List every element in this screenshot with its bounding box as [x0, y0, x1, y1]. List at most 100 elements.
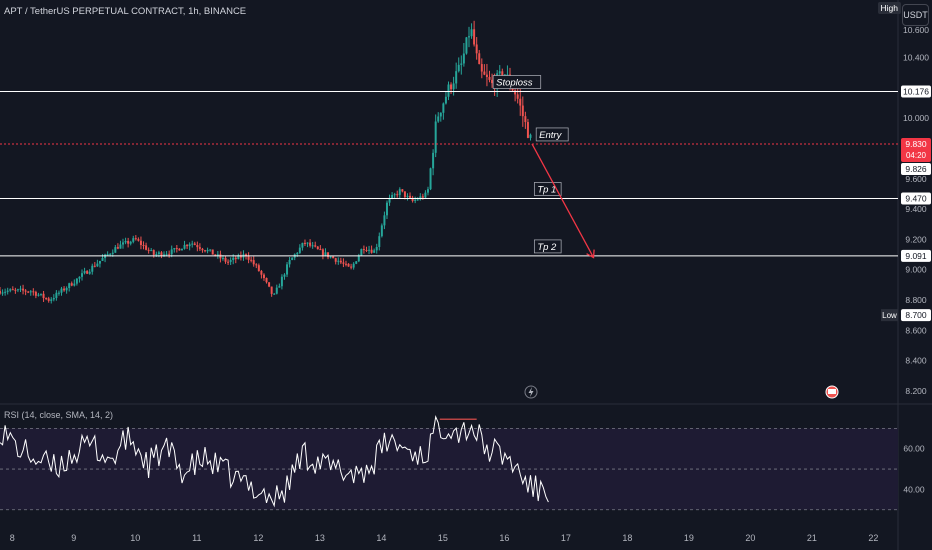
candle-body	[63, 288, 66, 291]
candle-body	[1, 292, 4, 294]
candle-body	[352, 263, 355, 268]
candle-body	[288, 259, 291, 265]
candle-body	[180, 248, 183, 251]
candle-body	[409, 195, 412, 198]
candle-body	[55, 292, 58, 299]
candle-body	[429, 168, 432, 190]
candle-body	[227, 261, 230, 263]
candle-body	[380, 225, 383, 237]
candle-body	[0, 290, 1, 294]
candle-body	[234, 257, 237, 260]
candle-body	[347, 263, 350, 267]
candle-body	[170, 249, 173, 255]
flag-icon-flag	[828, 389, 836, 394]
candle-body	[473, 29, 476, 45]
countdown-label: 04:20	[906, 151, 927, 160]
candle-body	[129, 241, 132, 244]
candle-body	[444, 96, 447, 104]
price-tick: 9.000	[905, 265, 927, 275]
candle-body	[529, 134, 532, 138]
candle-body	[344, 263, 347, 265]
candle-body	[286, 264, 289, 275]
projection-arrow	[531, 143, 595, 258]
time-tick: 16	[499, 533, 509, 543]
time-tick: 18	[622, 533, 632, 543]
candle-body	[4, 291, 7, 293]
candle-body	[175, 248, 178, 250]
candle-body	[50, 299, 53, 301]
candle-body	[60, 288, 63, 293]
time-tick: 19	[684, 533, 694, 543]
candle-body	[19, 288, 22, 290]
candle-body	[434, 121, 437, 153]
candle-body	[465, 37, 468, 54]
candle-body	[137, 239, 140, 241]
candle-body	[265, 277, 268, 283]
candle-body	[24, 290, 27, 292]
candle-body	[319, 249, 322, 251]
candle-body	[273, 293, 276, 295]
candle-body	[245, 254, 248, 257]
candle-body	[498, 71, 501, 74]
rsi-line	[0, 414, 549, 508]
candle-body	[516, 94, 519, 99]
candle-body	[257, 265, 260, 271]
candle-body	[111, 252, 114, 254]
price-tag-9.470	[901, 192, 931, 205]
candle-body	[521, 105, 524, 117]
candle-body	[109, 253, 112, 255]
candle-body	[439, 112, 442, 117]
candle-body	[186, 244, 189, 247]
candle-body	[342, 262, 345, 264]
candle-body	[350, 266, 353, 268]
candle-body	[391, 195, 394, 199]
price-tag-9.826	[901, 162, 931, 175]
candle-body	[396, 194, 399, 196]
candle-body	[57, 292, 60, 294]
candle-body	[237, 255, 240, 260]
candle-body	[483, 71, 486, 75]
candle-body	[401, 189, 404, 192]
candle-body	[45, 298, 48, 300]
price-tick: 9.600	[905, 174, 927, 184]
price-tick: 8.200	[905, 386, 927, 396]
candle-body	[388, 198, 391, 203]
price-tag-9.830	[901, 137, 931, 162]
candle-body	[406, 195, 409, 197]
candle-body	[93, 265, 96, 267]
candle-body	[34, 291, 37, 296]
candle-body	[403, 191, 406, 197]
candle-body	[40, 293, 43, 295]
candle-body	[316, 246, 319, 250]
candle-body	[385, 202, 388, 216]
candle-body	[201, 248, 204, 251]
price-tick: 9.470	[905, 193, 927, 203]
candle-body	[365, 249, 368, 251]
candle-body	[255, 264, 258, 266]
candle-body	[22, 288, 25, 291]
projection-arrow-head	[586, 249, 595, 259]
candle-body	[362, 249, 365, 251]
candle-body	[14, 289, 17, 291]
candle-body	[214, 254, 217, 256]
candle-body	[27, 291, 30, 293]
candle-body	[283, 274, 286, 277]
candle-body	[337, 260, 340, 262]
candle-body	[475, 44, 478, 54]
candle-body	[165, 253, 168, 255]
candle-body	[360, 249, 363, 256]
candle-body	[296, 252, 299, 255]
candle-body	[309, 242, 312, 246]
currency-button[interactable]: USDT	[902, 4, 929, 26]
price-tick: 9.091	[905, 251, 927, 261]
candle-body	[270, 286, 273, 294]
candle-body	[157, 252, 160, 255]
candle-body	[252, 260, 255, 265]
candle-body	[501, 71, 504, 79]
time-tick: 8	[10, 533, 15, 543]
price-tag-9.091	[901, 249, 931, 262]
candle-body	[29, 291, 32, 293]
candle-body	[88, 271, 91, 274]
candle-body	[163, 254, 166, 256]
